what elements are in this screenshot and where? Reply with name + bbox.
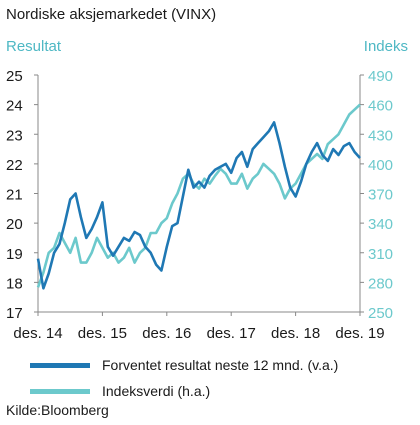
left-axis-title: Resultat xyxy=(6,38,62,55)
right-axis-tick-label: 340 xyxy=(368,216,393,233)
right-axis-tick-label: 310 xyxy=(368,246,393,263)
source-note: Kilde:Bloomberg xyxy=(6,402,109,418)
legend-item-forward-earnings: Forventet resultat neste 12 mnd. (v.a.) xyxy=(30,352,338,378)
right-axis-tick-label: 400 xyxy=(368,157,393,174)
x-axis-tick-label: des. 16 xyxy=(142,325,191,342)
x-axis-tick-label: des. 18 xyxy=(271,325,320,342)
line-chart: 17 18 19 20 21 22 23 24 25 250 280 310 340 370 400 430 4… xyxy=(6,68,393,342)
left-axis-tick-label: 22 xyxy=(6,157,23,174)
left-axis-tick-label: 18 xyxy=(6,275,23,292)
left-axis-tick-label: 20 xyxy=(6,216,23,233)
legend-item-index: Indeksverdi (h.a.) xyxy=(30,378,338,404)
right-axis-tick-label: 370 xyxy=(368,187,393,204)
legend-swatch-forward-earnings xyxy=(30,362,90,368)
legend-label-forward-earnings: Forventet resultat neste 12 mnd. (v.a.) xyxy=(102,357,339,373)
legend-swatch-index xyxy=(30,388,90,394)
x-axis-tick-label: des. 17 xyxy=(207,325,256,342)
right-axis-tick-label: 280 xyxy=(368,275,393,292)
x-axis-tick-label: des. 14 xyxy=(13,325,62,342)
right-axis-tick-label: 460 xyxy=(368,98,393,115)
series-line-forward-earnings xyxy=(36,121,361,290)
right-axis-title: Indeks xyxy=(363,38,408,55)
left-axis-tick-label: 19 xyxy=(6,246,23,263)
x-axis-tick-label: des. 19 xyxy=(335,325,384,342)
right-axis-tick-label: 250 xyxy=(368,305,393,322)
legend: Forventet resultat neste 12 mnd. (v.a.) … xyxy=(30,352,338,404)
series-line-index xyxy=(36,103,361,288)
left-axis-tick-label: 24 xyxy=(6,98,23,115)
left-axis-tick-label: 25 xyxy=(6,68,23,85)
chart-title: Nordiske aksjemarkedet (VINX) xyxy=(6,6,217,23)
left-axis-tick-label: 17 xyxy=(6,305,23,322)
x-axis-tick-label: des. 15 xyxy=(78,325,127,342)
right-axis-tick-label: 430 xyxy=(368,127,393,144)
legend-label-index: Indeksverdi (h.a.) xyxy=(102,383,211,399)
left-axis-tick-label: 21 xyxy=(6,187,23,204)
right-axis-tick-label: 490 xyxy=(368,68,393,85)
left-axis-tick-label: 23 xyxy=(6,127,23,144)
